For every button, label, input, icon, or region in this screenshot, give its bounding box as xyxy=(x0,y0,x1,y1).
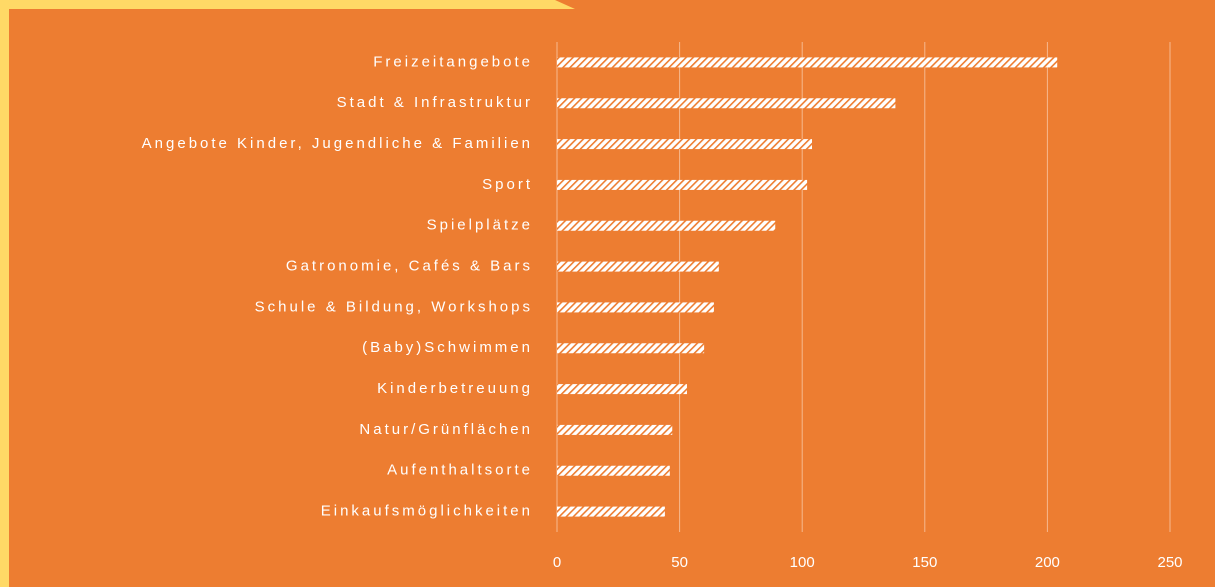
x-tick-label: 250 xyxy=(1157,554,1182,571)
y-tick-label: Angebote Kinder, Jugendliche & Familien xyxy=(142,135,533,152)
x-tick-label: 100 xyxy=(790,554,815,571)
x-tick-label: 200 xyxy=(1035,554,1060,571)
bar xyxy=(557,220,776,231)
y-tick-label: Freizeitangebote xyxy=(373,53,533,70)
x-tick-label: 50 xyxy=(671,554,688,571)
bar xyxy=(557,465,670,476)
y-tick-label: Kinderbetreuung xyxy=(377,380,533,397)
bar xyxy=(557,261,719,272)
bar xyxy=(557,506,665,517)
bar xyxy=(557,179,808,190)
y-tick-label: Stadt & Infrastruktur xyxy=(337,94,533,111)
y-tick-label: Einkaufsmöglichkeiten xyxy=(321,503,533,520)
y-tick-label: Sport xyxy=(482,176,533,193)
bar xyxy=(557,302,714,313)
y-tick-label: (Baby)Schwimmen xyxy=(362,339,533,356)
y-tick-label: Spielplätze xyxy=(427,217,533,234)
bar xyxy=(557,424,673,435)
x-tick-label: 0 xyxy=(553,554,561,571)
bar xyxy=(557,384,687,395)
bar xyxy=(557,57,1058,68)
bar xyxy=(557,139,813,150)
bar xyxy=(557,343,705,354)
y-tick-label: Schule & Bildung, Workshops xyxy=(255,298,533,315)
y-tick-label: Aufenthaltsorte xyxy=(387,462,533,479)
y-tick-label: Gatronomie, Cafés & Bars xyxy=(286,258,533,275)
bar xyxy=(557,98,896,109)
y-tick-label: Natur/Grünflächen xyxy=(359,421,533,438)
x-tick-label: 150 xyxy=(912,554,937,571)
